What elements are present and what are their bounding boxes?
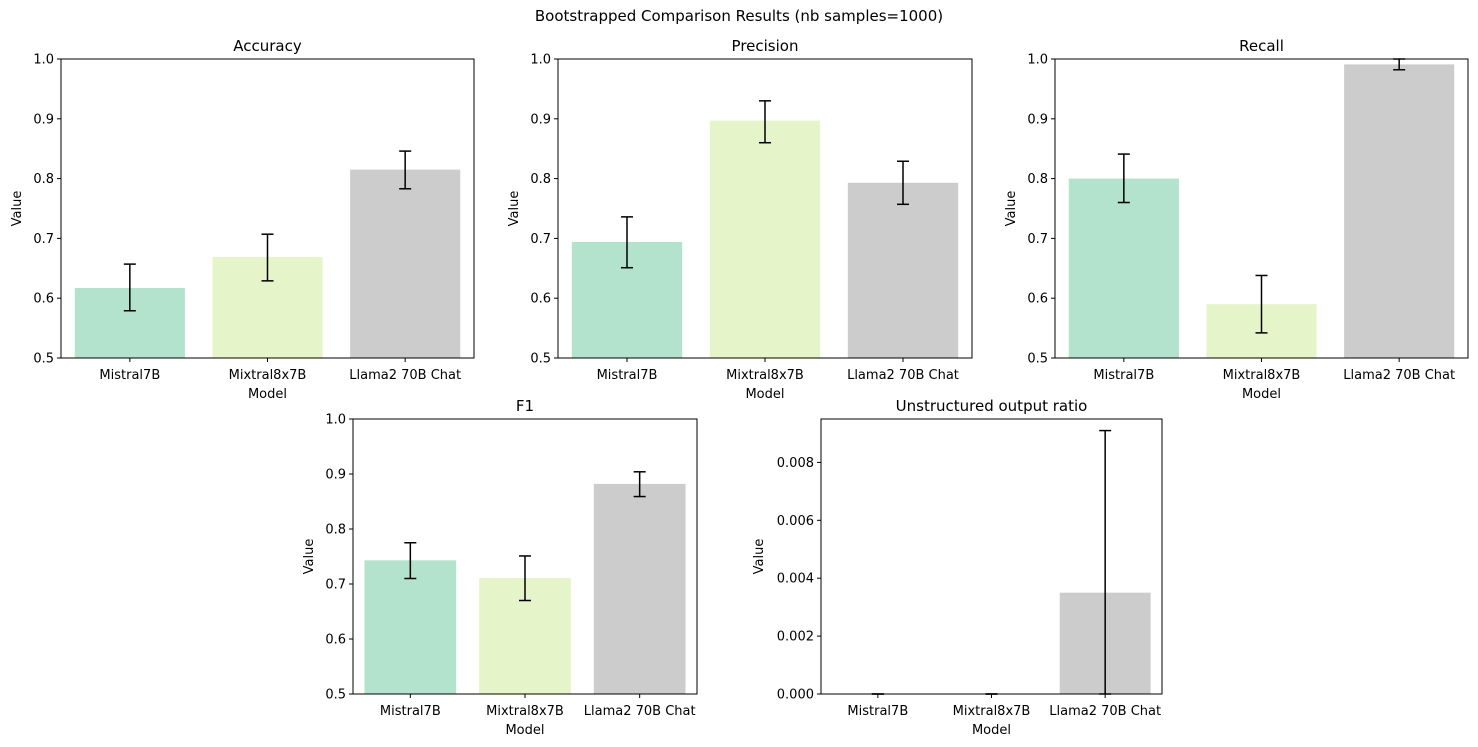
y-tick-label: 0.002 [777,630,814,645]
y-tick-label: 0.008 [777,456,814,471]
y-tick-label: 0.9 [325,468,346,483]
x-tick-label: Mistral7B [597,368,658,383]
bar [593,483,686,694]
subplot-title: Precision [732,37,799,55]
subplot-title: Accuracy [233,37,302,55]
y-tick-label: 0.004 [777,572,814,587]
y-tick-label: 0.8 [325,523,346,538]
y-tick-label: 0.8 [530,172,551,187]
y-tick-label: 0.9 [530,112,551,127]
y-tick-label: 0.7 [325,578,346,593]
y-tick-label: 0.6 [1027,292,1048,307]
y-tick-label: 0.7 [1027,232,1048,247]
x-axis-label: Model [972,723,1011,738]
y-axis-label: Value [1004,191,1019,227]
x-tick-label: Mixtral8x7B [1223,368,1301,383]
y-tick-label: 0.9 [33,112,54,127]
y-tick-label: 0.7 [33,232,54,247]
y-tick-label: 0.8 [1027,172,1048,187]
y-tick-label: 0.6 [33,292,54,307]
x-tick-label: Mistral7B [99,368,160,383]
y-tick-label: 0.5 [530,352,551,367]
bar [709,120,821,359]
x-tick-label: Mistral7B [1093,368,1154,383]
x-tick-label: Llama2 70B Chat [584,704,696,719]
y-tick-label: 0.6 [325,633,346,648]
x-axis-label: Model [248,387,287,402]
x-axis-label: Model [1242,387,1281,402]
figure-title: Bootstrapped Comparison Results (nb samp… [534,7,944,25]
y-axis-label: Value [752,539,767,575]
y-tick-label: 1.0 [325,413,346,428]
x-tick-label: Mixtral8x7B [229,368,307,383]
y-axis-label: Value [507,191,522,227]
x-tick-label: Mixtral8x7B [953,704,1031,719]
y-tick-label: 0.000 [777,688,814,703]
x-tick-label: Mistral7B [847,704,908,719]
y-tick-label: 1.0 [33,53,54,68]
x-tick-label: Mistral7B [380,704,441,719]
x-axis-label: Model [745,387,784,402]
y-tick-label: 0.9 [1027,112,1048,127]
x-tick-label: Llama2 70B Chat [349,368,461,383]
bar [1344,64,1455,358]
y-tick-label: 0.8 [33,172,54,187]
x-tick-label: Mixtral8x7B [486,704,564,719]
x-axis-label: Model [505,723,544,738]
y-tick-label: 0.7 [530,232,551,247]
x-tick-label: Llama2 70B Chat [1049,704,1161,719]
y-axis-label: Value [302,539,317,575]
bar [847,182,959,358]
bar [1068,178,1179,358]
y-tick-label: 0.5 [33,352,54,367]
y-tick-label: 1.0 [1027,53,1048,68]
bar [364,560,457,694]
subplot-title: F1 [516,397,534,415]
y-tick-label: 0.6 [530,292,551,307]
y-axis-label: Value [10,191,25,227]
y-tick-label: 0.5 [325,688,346,703]
x-tick-label: Mixtral8x7B [726,368,804,383]
y-tick-label: 0.006 [777,514,814,529]
x-tick-label: Llama2 70B Chat [1343,368,1455,383]
bar [350,169,461,358]
y-tick-label: 0.5 [1027,352,1048,367]
subplot-title: Recall [1239,37,1284,55]
subplot-title: Unstructured output ratio [896,397,1088,415]
x-tick-label: Llama2 70B Chat [847,368,959,383]
y-tick-label: 1.0 [530,53,551,68]
